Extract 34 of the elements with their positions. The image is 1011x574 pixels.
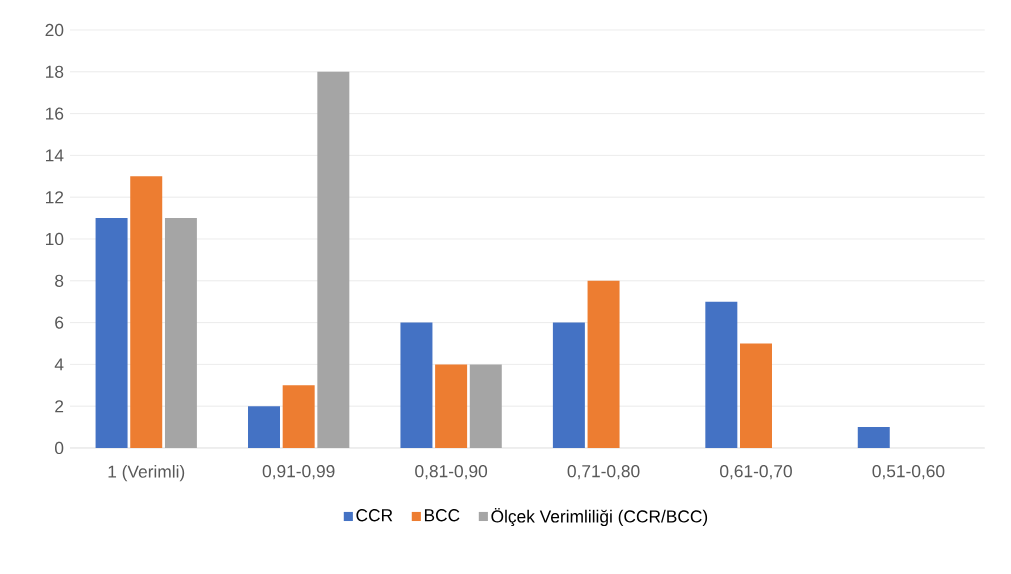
bar: [95, 218, 128, 448]
y-tick-label: 2: [55, 400, 64, 413]
y-tick-label: 0: [55, 441, 64, 455]
x-tick-label: 0,81-0,90: [415, 465, 488, 480]
bar: [400, 322, 433, 448]
bar: [130, 176, 163, 448]
bar: [317, 71, 350, 448]
bar: [587, 280, 620, 448]
x-tick-label: 0,91-0,99: [262, 465, 335, 480]
y-tick-label: 6: [55, 316, 64, 329]
x-tick-label: 0,61-0,70: [720, 465, 792, 480]
y-tick-label: 8: [55, 274, 64, 287]
bar: [435, 364, 468, 448]
x-tick-label: 0,71-0,80: [567, 465, 640, 480]
y-tick-label: 20: [45, 23, 64, 37]
bar: [164, 218, 197, 448]
y-tick-label: 14: [46, 149, 64, 162]
legend-label: Ölçek Verimliliği (CCR/BCC): [491, 507, 708, 527]
y-tick-label: 12: [46, 191, 64, 204]
bar: [705, 301, 738, 448]
bar: [857, 427, 890, 448]
legend-label: BCC: [424, 509, 460, 522]
y-tick-label: 18: [46, 65, 64, 78]
y-tick-label: 4: [54, 358, 64, 371]
legend-label: CCR: [356, 509, 393, 522]
x-tick-label: 1 (Verimli): [108, 465, 185, 482]
bar: [740, 343, 772, 448]
bar: [469, 364, 502, 448]
bar: [248, 406, 281, 448]
bar: [552, 322, 585, 448]
y-tick-label: 16: [46, 107, 64, 120]
y-tick-label: 10: [46, 232, 64, 246]
bar: [282, 385, 315, 448]
x-tick-label: 0,51-0,60: [872, 465, 945, 480]
